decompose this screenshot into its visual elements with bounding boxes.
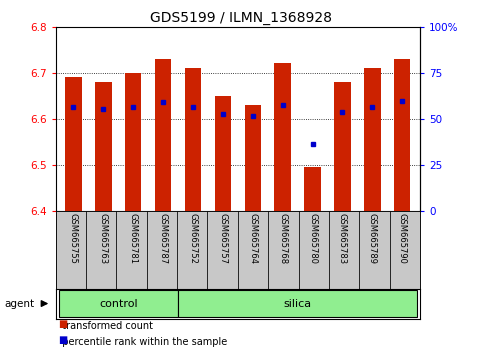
Text: GSM665780: GSM665780: [308, 213, 317, 264]
Bar: [147, 211, 177, 289]
Text: GSM665764: GSM665764: [248, 213, 257, 264]
Bar: [390, 211, 420, 289]
Bar: [244, 105, 261, 211]
Bar: [56, 211, 86, 289]
Bar: [329, 211, 359, 289]
Bar: [86, 211, 116, 289]
Bar: [215, 96, 231, 211]
Bar: [394, 59, 411, 211]
Bar: [177, 211, 208, 289]
Text: GDS5199 / ILMN_1368928: GDS5199 / ILMN_1368928: [151, 11, 332, 25]
Text: GSM665781: GSM665781: [129, 213, 138, 264]
Bar: [268, 211, 298, 289]
Bar: [304, 167, 321, 211]
Text: GSM665783: GSM665783: [338, 213, 347, 264]
Text: GSM665755: GSM665755: [69, 213, 78, 264]
Bar: [65, 77, 82, 211]
Text: ■: ■: [58, 319, 67, 329]
Bar: [185, 68, 201, 211]
Bar: [334, 82, 351, 211]
Text: GSM665768: GSM665768: [278, 213, 287, 264]
Bar: [116, 211, 147, 289]
Bar: [58, 290, 178, 317]
Bar: [359, 211, 390, 289]
Text: GSM665790: GSM665790: [398, 213, 407, 264]
Text: GSM665757: GSM665757: [218, 213, 227, 264]
Text: agent: agent: [5, 298, 35, 309]
Text: silica: silica: [284, 298, 312, 309]
Text: ■: ■: [58, 335, 67, 345]
Text: GSM665789: GSM665789: [368, 213, 377, 264]
Text: transformed count: transformed count: [56, 321, 153, 331]
Bar: [178, 290, 417, 317]
Bar: [298, 211, 329, 289]
Bar: [125, 73, 142, 211]
Text: control: control: [99, 298, 138, 309]
Bar: [155, 59, 171, 211]
Text: GSM665787: GSM665787: [158, 213, 168, 264]
Text: percentile rank within the sample: percentile rank within the sample: [56, 337, 227, 347]
Text: GSM665763: GSM665763: [99, 213, 108, 264]
Bar: [364, 68, 381, 211]
Text: GSM665752: GSM665752: [188, 213, 198, 264]
Bar: [238, 211, 268, 289]
Bar: [208, 211, 238, 289]
Bar: [95, 82, 112, 211]
Bar: [274, 63, 291, 211]
